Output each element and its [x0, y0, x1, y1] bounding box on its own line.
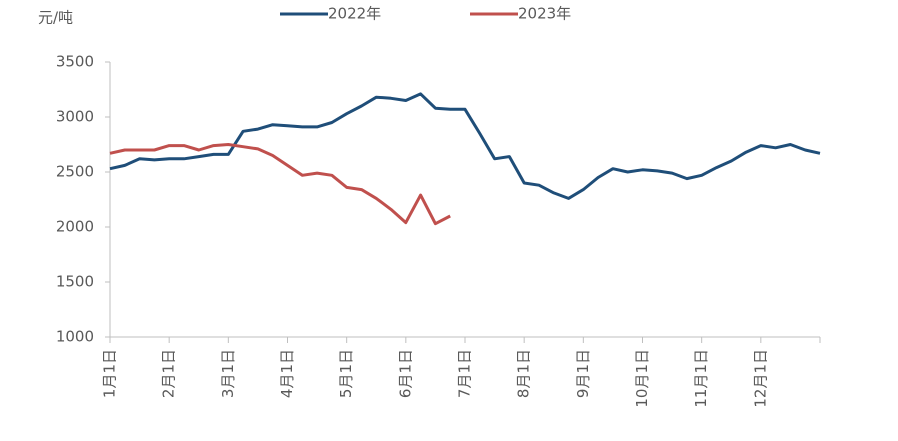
x-tick-label: 2月1日	[160, 349, 178, 398]
y-tick-label: 3000	[56, 108, 94, 126]
x-tick-label: 12月1日	[751, 349, 769, 408]
x-tick-label: 6月1日	[396, 349, 414, 398]
series-line	[109, 143, 451, 226]
x-tick-label: 8月1日	[515, 349, 533, 398]
y-tick-label: 1000	[56, 328, 94, 346]
x-tick-label: 3月1日	[219, 349, 237, 398]
x-tick-label: 9月1日	[574, 349, 592, 398]
x-tick-label: 7月1日	[456, 349, 474, 398]
y-tick-label: 2000	[56, 218, 94, 236]
legend-label: 2022年	[328, 5, 381, 23]
series-line	[109, 92, 821, 200]
y-tick-label: 1500	[56, 273, 94, 291]
x-tick-label: 1月1日	[101, 349, 119, 398]
y-tick-label: 2500	[56, 163, 94, 181]
x-tick-label: 5月1日	[337, 349, 355, 398]
y-axis-unit: 元/吨	[38, 9, 73, 27]
y-tick-label: 3500	[56, 53, 94, 71]
x-tick-label: 10月1日	[633, 349, 651, 408]
x-tick-label: 4月1日	[278, 349, 296, 398]
legend-label: 2023年	[518, 5, 571, 23]
x-tick-label: 11月1日	[692, 349, 710, 408]
